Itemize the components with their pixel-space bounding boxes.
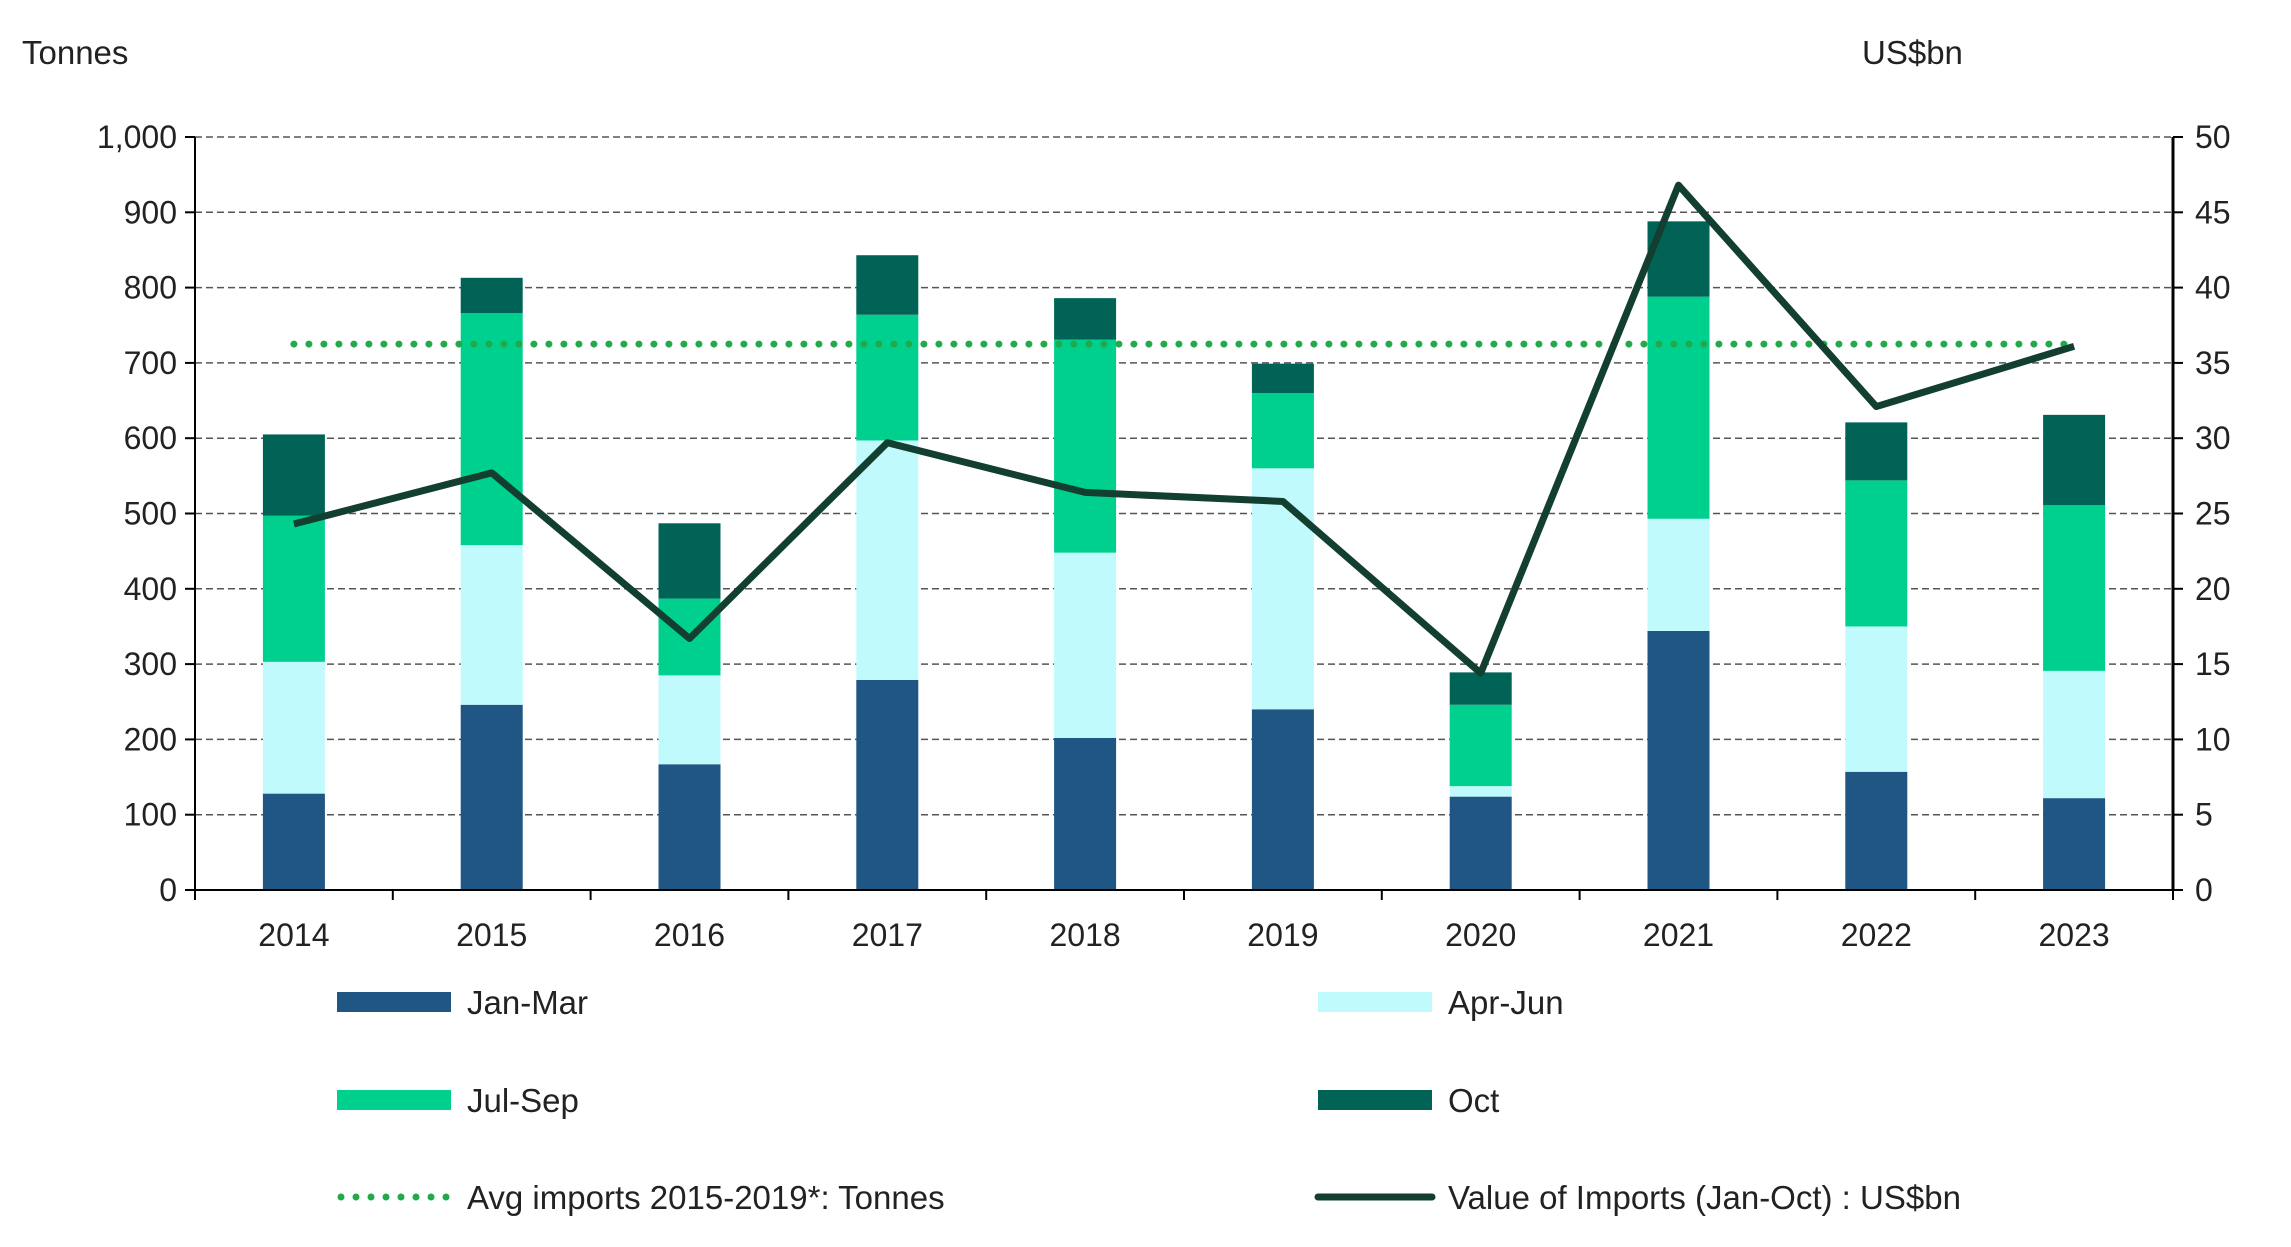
right-tick-label: 0 (2195, 872, 2213, 908)
left-tick-label: 0 (159, 872, 177, 908)
bar-apr-jun (2043, 670, 2106, 799)
right-tick-label: 40 (2195, 270, 2231, 306)
left-tick-label: 700 (124, 345, 177, 381)
legend-label: Avg imports 2015-2019*: Tonnes (467, 1179, 945, 1216)
right-tick-label: 30 (2195, 420, 2231, 456)
legend-swatch (337, 1090, 451, 1110)
bar-oct (1251, 363, 1314, 394)
left-tick-label: 600 (124, 420, 177, 456)
right-tick-label: 50 (2195, 119, 2231, 155)
bar-jan-mar (1054, 737, 1117, 890)
x-tick-label: 2020 (1445, 917, 1516, 953)
bar-jan-mar (1251, 709, 1314, 890)
bar-jul-sep (1647, 296, 1710, 519)
legend-swatch (1318, 992, 1432, 1012)
bar-jan-mar (1647, 630, 1710, 890)
bar-oct (658, 523, 721, 599)
left-tick-label: 1,000 (97, 119, 177, 155)
left-tick-label: 900 (124, 194, 177, 230)
x-tick-label: 2019 (1247, 917, 1318, 953)
bar-jan-mar (1449, 796, 1512, 890)
legend-swatch (337, 992, 451, 1012)
bar-oct (1845, 422, 1908, 481)
legend-label: Value of Imports (Jan-Oct) : US$bn (1448, 1179, 1961, 1216)
bar-jul-sep (1251, 393, 1314, 469)
legend-label: Jan-Mar (467, 984, 588, 1021)
bar-apr-jun (1054, 552, 1117, 738)
right-tick-label: 45 (2195, 194, 2231, 230)
bar-oct (460, 277, 523, 314)
bar-apr-jun (1449, 786, 1512, 797)
x-tick-label: 2014 (258, 917, 329, 953)
bar-oct (262, 434, 325, 516)
legend-swatch (1318, 1090, 1432, 1110)
right-tick-label: 20 (2195, 571, 2231, 607)
x-tick-label: 2023 (2039, 917, 2110, 953)
left-tick-label: 800 (124, 270, 177, 306)
bar-oct (856, 255, 919, 315)
legend-label: Apr-Jun (1448, 984, 1564, 1021)
bar-jul-sep (1449, 704, 1512, 787)
bar-oct (2043, 414, 2106, 506)
x-tick-label: 2022 (1841, 917, 1912, 953)
right-tick-label: 15 (2195, 646, 2231, 682)
value-of-imports-line (293, 181, 2076, 677)
legend-label: Jul-Sep (467, 1082, 579, 1119)
right-tick-label: 10 (2195, 721, 2231, 757)
left-axis-label: Tonnes (22, 34, 128, 71)
right-tick-label: 35 (2195, 345, 2231, 381)
bar-apr-jun (856, 440, 919, 680)
right-axis-label: US$bn (1862, 34, 1963, 71)
bar-apr-jun (1251, 468, 1314, 710)
left-tick-label: 300 (124, 646, 177, 682)
bar-jul-sep (2043, 505, 2106, 671)
x-tick-label: 2021 (1643, 917, 1714, 953)
right-tick-label: 5 (2195, 797, 2213, 833)
bar-jan-mar (856, 679, 919, 890)
bar-jul-sep (262, 515, 325, 662)
x-tick-label: 2016 (654, 917, 725, 953)
bar-jan-mar (2043, 798, 2106, 890)
right-tick-label: 25 (2195, 496, 2231, 532)
x-tick-label: 2017 (852, 917, 923, 953)
bar-apr-jun (658, 675, 721, 765)
x-tick-label: 2018 (1050, 917, 1121, 953)
bar-jul-sep (460, 313, 523, 546)
x-tick-label: 2015 (456, 917, 527, 953)
left-tick-label: 100 (124, 797, 177, 833)
bar-oct (1054, 298, 1117, 340)
bar-jul-sep (1054, 339, 1117, 553)
bar-jan-mar (658, 764, 721, 890)
left-tick-label: 400 (124, 571, 177, 607)
left-tick-label: 500 (124, 496, 177, 532)
bar-jan-mar (460, 704, 523, 890)
legend-label: Oct (1448, 1082, 1499, 1119)
bar-apr-jun (1647, 518, 1710, 631)
bar-jul-sep (1845, 480, 1908, 627)
bar-oct (1449, 672, 1512, 705)
bar-jan-mar (1845, 771, 1908, 890)
bar-jan-mar (262, 793, 325, 890)
bar-apr-jun (460, 545, 523, 705)
left-tick-label: 200 (124, 721, 177, 757)
bar-apr-jun (262, 661, 325, 794)
bar-apr-jun (1845, 626, 1908, 772)
bar-jul-sep (856, 314, 919, 441)
